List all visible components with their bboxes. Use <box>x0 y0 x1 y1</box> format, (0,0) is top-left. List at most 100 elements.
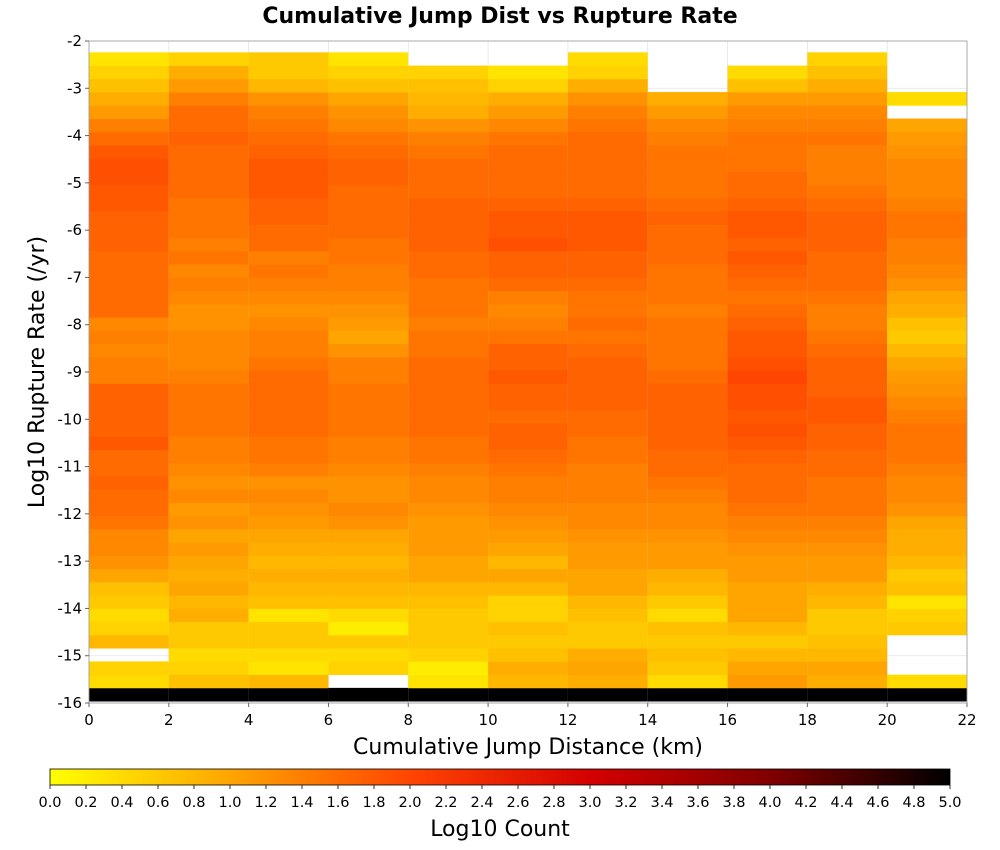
heatmap-cell <box>727 396 808 411</box>
heatmap-cell <box>488 290 568 305</box>
heatmap-cell <box>647 608 728 623</box>
heatmap-cell <box>328 449 409 464</box>
heatmap-cell <box>887 674 967 689</box>
plot-area <box>88 40 968 704</box>
heatmap-cell <box>89 330 169 345</box>
heatmap-cell <box>408 317 489 331</box>
heatmap-cell <box>328 158 409 172</box>
heatmap-cell <box>248 515 329 530</box>
heatmap-cell <box>328 78 409 93</box>
heatmap-cell <box>647 634 728 649</box>
heatmap-cell <box>248 303 329 318</box>
heatmap-cell <box>248 184 329 199</box>
heatmap-cell <box>887 608 967 623</box>
heatmap-cell <box>488 489 568 503</box>
heatmap-cell <box>248 197 329 212</box>
heatmap-cell <box>887 237 967 252</box>
heatmap-cell <box>168 383 249 397</box>
heatmap-cell <box>89 515 169 530</box>
heatmap-cell <box>567 383 648 397</box>
heatmap-cell <box>408 423 489 437</box>
heatmap-cell <box>89 343 169 358</box>
heatmap-cell <box>168 661 249 676</box>
colorbar-tick-label: 3.8 <box>722 795 745 811</box>
heatmap-cell <box>647 568 728 583</box>
heatmap-cell <box>727 581 808 596</box>
heatmap-cell <box>807 595 888 609</box>
heatmap-cell <box>328 581 409 596</box>
heatmap-cell <box>887 396 967 411</box>
heatmap-cell <box>248 502 329 517</box>
heatmap-cell <box>887 171 967 186</box>
heatmap-cell <box>567 396 648 411</box>
heatmap-cell <box>647 489 728 503</box>
colorbar-tick-label: 5.0 <box>938 795 961 811</box>
heatmap-cell <box>248 290 329 305</box>
heatmap-cell <box>248 674 329 689</box>
heatmap-cell <box>488 356 568 371</box>
heatmap-cell <box>727 330 808 345</box>
heatmap-cell <box>807 105 888 119</box>
heatmap-cell <box>887 449 967 464</box>
heatmap-cell <box>328 303 409 318</box>
heatmap-cell <box>807 317 888 331</box>
heatmap-cell <box>807 197 888 212</box>
heatmap-cell <box>567 343 648 358</box>
heatmap-cell <box>887 581 967 596</box>
heatmap-cell <box>168 489 249 503</box>
colorbar-tick-label: 2.6 <box>506 795 529 811</box>
heatmap-cell <box>408 555 489 570</box>
heatmap-cell <box>807 145 888 159</box>
y-tick-label: -13 <box>58 552 83 570</box>
heatmap-cell <box>328 621 409 636</box>
heatmap-cell <box>328 542 409 556</box>
colorbar-tick-label: 4.8 <box>902 795 925 811</box>
heatmap-cell <box>168 502 249 517</box>
heatmap-cell <box>567 436 648 450</box>
heatmap-cell <box>488 92 568 106</box>
heatmap-cell <box>168 423 249 437</box>
heatmap-cell <box>887 158 967 172</box>
heatmap-cell <box>168 92 249 106</box>
heatmap-cell <box>89 317 169 331</box>
heatmap-cell <box>567 224 648 239</box>
x-tick-label: 0 <box>84 711 94 729</box>
heatmap-cell <box>488 330 568 345</box>
heatmap-cell <box>647 131 728 146</box>
heatmap-cell <box>89 277 169 292</box>
heatmap-cell <box>168 78 249 93</box>
heatmap-cell <box>168 555 249 570</box>
heatmap-cell <box>807 568 888 583</box>
heatmap-cell <box>727 197 808 212</box>
heatmap-cell <box>248 581 329 596</box>
heatmap-cell <box>807 555 888 570</box>
y-tick-label: -3 <box>67 79 82 97</box>
heatmap-cell <box>567 118 648 133</box>
heatmap-cell <box>248 634 329 649</box>
heatmap-cell <box>727 145 808 159</box>
heatmap-cell <box>89 634 169 649</box>
heatmap-cell <box>248 436 329 450</box>
heatmap-cell <box>89 184 169 199</box>
heatmap-cell <box>328 131 409 146</box>
heatmap-cell <box>488 65 568 80</box>
heatmap-cell <box>647 396 728 411</box>
heatmap-cell <box>408 370 489 384</box>
heatmap-cell <box>248 542 329 556</box>
heatmap-cell <box>408 237 489 252</box>
heatmap-cell <box>807 277 888 292</box>
heatmap-cell <box>89 462 169 477</box>
heatmap-cell <box>887 423 967 437</box>
heatmap-cell <box>887 211 967 225</box>
heatmap-cell <box>328 343 409 358</box>
heatmap-cell <box>488 184 568 199</box>
heatmap-cell <box>408 383 489 397</box>
heatmap-cell <box>248 476 329 490</box>
heatmap-cell <box>727 409 808 424</box>
heatmap-cell <box>408 621 489 636</box>
heatmap-cell <box>807 370 888 384</box>
heatmap-cell <box>168 211 249 225</box>
heatmap-cell <box>89 476 169 490</box>
heatmap-cell <box>248 423 329 437</box>
heatmap-cell <box>168 515 249 530</box>
